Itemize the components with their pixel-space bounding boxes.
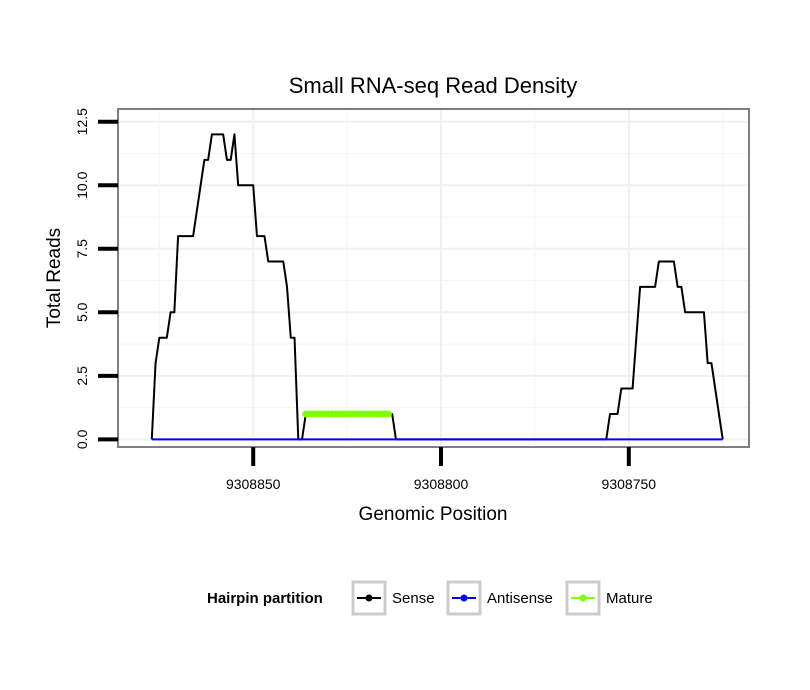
legend-label-antisense: Antisense	[487, 590, 553, 607]
x-tick-label-1: 9308800	[414, 476, 469, 492]
y-tick-label-4: 10.0	[74, 171, 90, 198]
y-axis-title: Total Reads	[44, 228, 65, 328]
x-axis-title: Genomic Position	[359, 504, 508, 525]
series-point-mature-22	[384, 410, 392, 418]
y-axis: 0.0 2.5 5.0 7.5 10.0 12.5	[74, 108, 118, 449]
y-tick-label-2: 5.0	[74, 302, 90, 322]
x-axis: 9308850 9308800 9308750	[226, 447, 656, 492]
plot-border	[117, 108, 750, 448]
legend-dot-sense	[365, 594, 373, 602]
x-tick-label-2: 9308750	[602, 476, 657, 492]
legend-dot-mature	[579, 594, 587, 602]
y-tick-label-3: 7.5	[74, 239, 90, 259]
y-tick-label-1: 2.5	[74, 366, 90, 386]
legend-label-sense: Sense	[392, 590, 435, 607]
legend-title: Hairpin partition	[207, 590, 323, 607]
chart-title: Small RNA-seq Read Density	[289, 73, 578, 98]
series-layer	[150, 133, 724, 441]
y-tick-label-5: 12.5	[74, 108, 90, 135]
x-tick-label-0: 9308850	[226, 476, 281, 492]
y-tick-label-0: 0.0	[74, 429, 90, 449]
plot-panel	[118, 109, 749, 447]
legend-label-mature: Mature	[606, 590, 653, 607]
legend-dot-antisense	[460, 594, 468, 602]
legend: Hairpin partition Sense Antisense Mature	[207, 580, 653, 616]
